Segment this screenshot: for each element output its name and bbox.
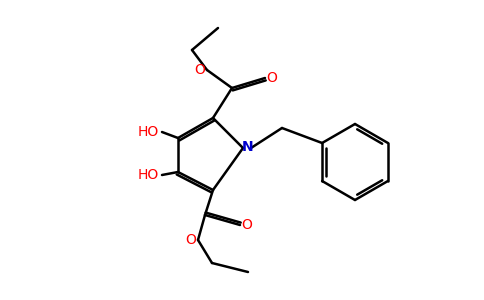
Text: O: O <box>195 63 205 77</box>
Text: O: O <box>267 71 277 85</box>
Text: O: O <box>185 233 197 247</box>
Text: O: O <box>242 218 253 232</box>
Text: N: N <box>242 140 254 154</box>
Text: HO: HO <box>137 125 159 139</box>
Text: HO: HO <box>137 168 159 182</box>
